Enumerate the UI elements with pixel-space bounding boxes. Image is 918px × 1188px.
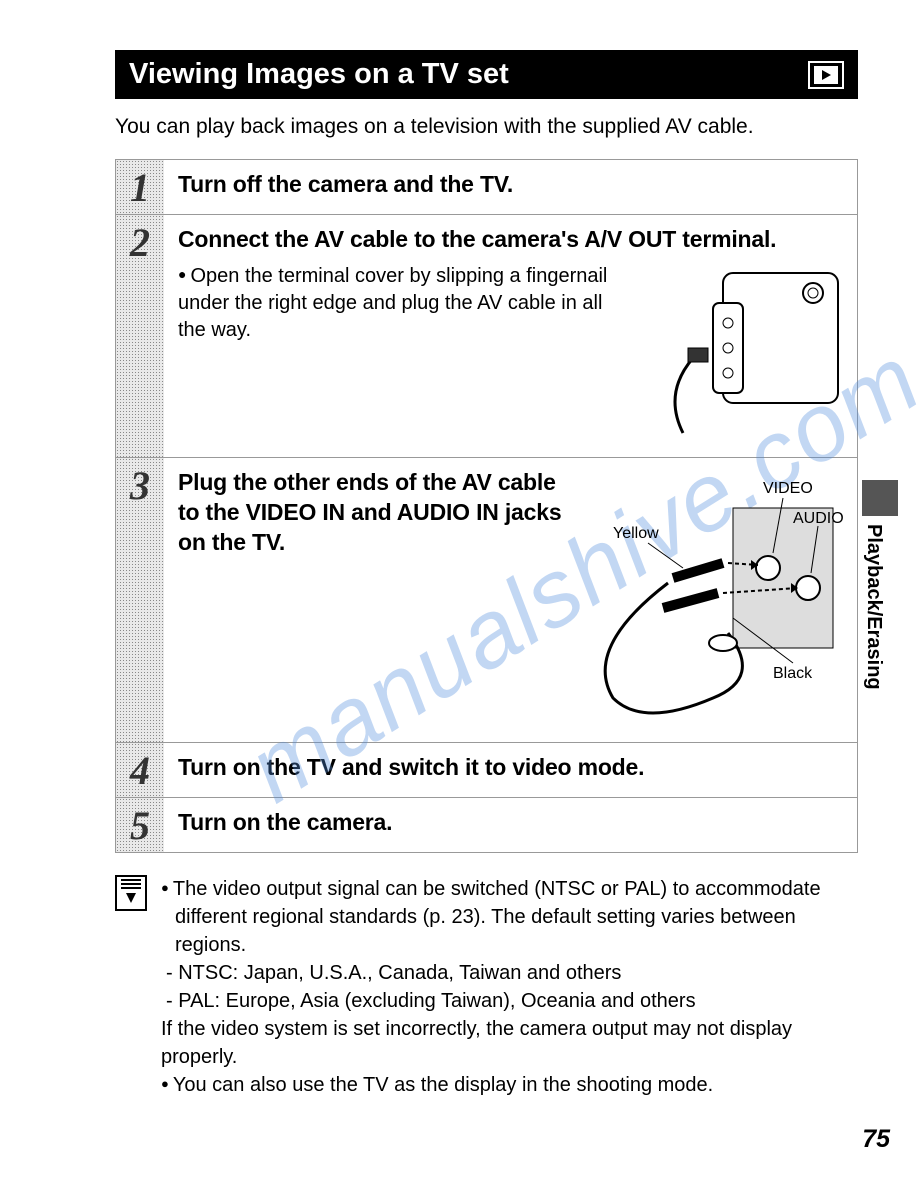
step-number: 5 <box>130 802 150 849</box>
note-icon <box>115 875 147 911</box>
step-number-col: 5 <box>116 798 164 852</box>
step-number-col: 1 <box>116 160 164 214</box>
step-5: 5 Turn on the camera. <box>116 797 857 852</box>
page-title-bar: Viewing Images on a TV set <box>115 50 858 99</box>
step-title: Turn on the camera. <box>178 808 843 838</box>
page-title: Viewing Images on a TV set <box>129 58 509 91</box>
side-tab: Playback/Erasing <box>862 480 898 740</box>
note-text: If the video system is set incorrectly, … <box>161 1015 858 1071</box>
step-2: 2 Connect the AV cable to the camera's A… <box>116 214 857 457</box>
yellow-label: Yellow <box>613 525 659 542</box>
step-title: Plug the other ends of the AV cable to t… <box>178 468 563 558</box>
step-number: 2 <box>130 219 150 266</box>
steps-list: 1 Turn off the camera and the TV. 2 Conn… <box>115 159 858 853</box>
intro-text: You can play back images on a television… <box>115 113 858 141</box>
step-4: 4 Turn on the TV and switch it to video … <box>116 742 857 797</box>
notes-section: The video output signal can be switched … <box>115 875 858 1099</box>
step-number: 4 <box>130 747 150 794</box>
step-number-col: 2 <box>116 215 164 457</box>
step-1: 1 Turn off the camera and the TV. <box>116 160 857 214</box>
note-dash: NTSC: Japan, U.S.A., Canada, Taiwan and … <box>161 959 858 987</box>
page-number: 75 <box>862 1125 890 1154</box>
av-cable-diagram: VIDEO AUDIO Yellow Black <box>573 468 843 728</box>
video-label: VIDEO <box>763 480 813 497</box>
side-tab-marker <box>862 480 898 516</box>
step-title: Turn off the camera and the TV. <box>178 170 843 200</box>
note-dash: PAL: Europe, Asia (excluding Taiwan), Oc… <box>161 987 858 1015</box>
step-bullet: Open the terminal cover by slipping a fi… <box>178 263 631 443</box>
notes-body: The video output signal can be switched … <box>161 875 858 1099</box>
playback-icon <box>808 61 844 89</box>
step-title: Connect the AV cable to the camera's A/V… <box>178 225 843 255</box>
step-number-col: 4 <box>116 743 164 797</box>
side-tab-label: Playback/Erasing <box>862 516 885 736</box>
black-label: Black <box>773 665 813 682</box>
step-number-col: 3 <box>116 458 164 742</box>
audio-label: AUDIO <box>793 510 843 527</box>
camera-diagram <box>643 263 843 443</box>
step-3: 3 Plug the other ends of the AV cable to… <box>116 457 857 742</box>
note-bullet: The video output signal can be switched … <box>161 875 858 959</box>
note-bullet: You can also use the TV as the display i… <box>161 1071 858 1099</box>
step-title: Turn on the TV and switch it to video mo… <box>178 753 843 783</box>
step-number: 1 <box>130 164 150 211</box>
step-number: 3 <box>130 462 150 509</box>
